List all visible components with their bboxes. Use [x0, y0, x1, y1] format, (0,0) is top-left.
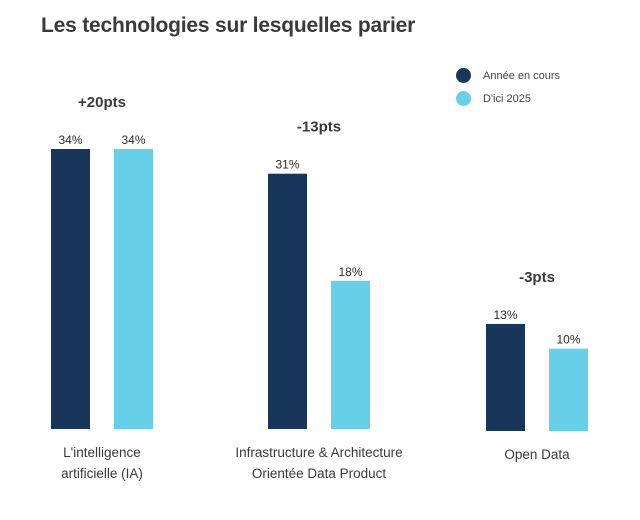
legend-label-2025: D'ici 2025 — [483, 92, 531, 105]
bar-2025 — [114, 149, 153, 429]
legend-swatch-current-year — [456, 68, 471, 83]
legend-swatch-2025 — [456, 91, 471, 106]
legend-label-current-year: Année en cours — [483, 69, 561, 82]
bar-current-year — [268, 173, 307, 429]
category-label: L'intelligence — [63, 445, 141, 460]
delta-annotation: -3pts — [519, 269, 555, 286]
legend-item-current-year: Année en cours — [456, 64, 560, 87]
legend-item-2025: D'ici 2025 — [456, 87, 560, 110]
bar-current-year — [486, 323, 525, 431]
data-label: 34% — [121, 133, 145, 147]
category-label: Infrastructure & Architecture — [235, 445, 402, 460]
bar-2025 — [331, 280, 370, 429]
delta-annotation: -13pts — [297, 119, 341, 136]
legend: Année en cours D'ici 2025 — [456, 64, 560, 110]
data-label: 34% — [58, 133, 82, 147]
bar-current-year — [51, 149, 90, 429]
data-label: 13% — [493, 308, 517, 322]
delta-annotation: +20pts — [78, 94, 126, 111]
category-label: artificielle (IA) — [61, 466, 143, 481]
chart-title: Les technologies sur lesquelles parier — [41, 14, 416, 37]
data-label: 10% — [556, 333, 580, 347]
data-label: 18% — [338, 265, 362, 279]
bar-2025 — [549, 348, 588, 431]
category-label: Orientée Data Product — [252, 466, 387, 481]
data-label: 31% — [275, 158, 299, 172]
category-label: Open Data — [504, 447, 570, 462]
